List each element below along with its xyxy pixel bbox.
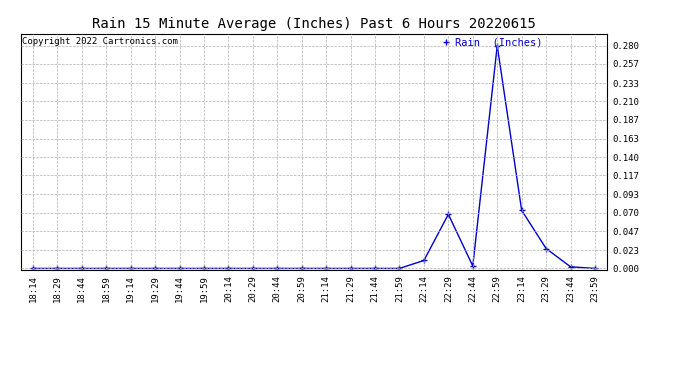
Text: Rain  (Inches): Rain (Inches): [455, 37, 542, 47]
Title: Rain 15 Minute Average (Inches) Past 6 Hours 20220615: Rain 15 Minute Average (Inches) Past 6 H…: [92, 17, 536, 31]
Text: Copyright 2022 Cartronics.com: Copyright 2022 Cartronics.com: [22, 37, 178, 46]
